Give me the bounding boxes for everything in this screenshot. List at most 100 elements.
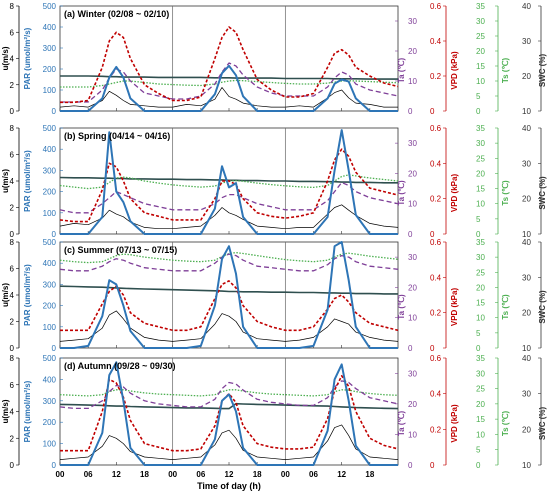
par-tick-label: 200 — [43, 418, 57, 427]
swc-tick-label: 40 — [522, 354, 531, 363]
series-vpd — [59, 148, 399, 223]
ts-tick-label: 30 — [476, 17, 485, 26]
ta-tick-label: 20 — [408, 283, 417, 292]
vpd-tick-label: 0.6 — [430, 354, 442, 363]
ta-tick-label: 10 — [408, 77, 417, 86]
vpd-tick-label: 0.2 — [430, 309, 442, 318]
swc-tick-label: 20 — [522, 425, 531, 434]
ts-axis-label: Ts (℃) — [501, 411, 510, 437]
swc-tick-label: 10 — [522, 230, 531, 239]
ta-tick-label: 30 — [408, 17, 417, 26]
u-tick-label: 2 — [10, 204, 15, 213]
par-tick-label: 300 — [43, 280, 57, 289]
u-tick-label: 2 — [10, 434, 15, 443]
ts-tick-label: 15 — [476, 62, 485, 71]
ts-tick-label: 35 — [476, 238, 485, 247]
swc-tick-label: 40 — [522, 124, 531, 133]
swc-tick-label: 20 — [522, 72, 531, 81]
ts-tick-label: 15 — [476, 415, 485, 424]
ts-tick-label: 25 — [476, 32, 485, 41]
ts-tick-label: 35 — [476, 124, 485, 133]
series-ta — [60, 62, 399, 103]
u-tick-label: 4 — [10, 291, 15, 300]
ta-tick-label: 30 — [408, 369, 417, 378]
ts-tick-label: 20 — [476, 47, 485, 56]
swc-tick-label: 10 — [522, 344, 531, 353]
ts-tick-label: 15 — [476, 185, 485, 194]
u-tick-label: 4 — [10, 177, 15, 186]
series-u — [59, 310, 399, 342]
vpd-tick-label: 0.4 — [430, 273, 442, 282]
ts-tick-label: 10 — [476, 430, 485, 439]
ts-tick-label: 0 — [476, 461, 481, 470]
ta-axis-label: Ta (℃) — [397, 411, 406, 437]
series-u — [59, 204, 399, 230]
vpd-tick-label: 0 — [430, 344, 435, 353]
swc-axis-label: SWC (%) — [538, 54, 547, 88]
u-tick-label: 2 — [10, 318, 15, 327]
ta-tick-label: 10 — [408, 314, 417, 323]
series-par — [60, 129, 398, 235]
ts-tick-label: 25 — [476, 154, 485, 163]
series-ts — [60, 79, 399, 88]
par-tick-label: 0 — [52, 344, 57, 353]
u-tick-label: 2 — [10, 81, 15, 90]
series-ta — [59, 253, 399, 272]
x-tick-label: 06 — [309, 470, 318, 479]
par-tick-label: 100 — [43, 440, 57, 449]
u-tick-label: 8 — [10, 354, 15, 363]
vpd-tick-label: 0.6 — [430, 124, 442, 133]
x-tick-label: 00 — [168, 470, 177, 479]
panel-title: (a) Winter (02/08 ~ 02/10) — [64, 9, 169, 19]
u-tick-label: 6 — [10, 151, 15, 160]
swc-tick-label: 30 — [522, 159, 531, 168]
u-tick-label: 8 — [10, 124, 15, 133]
vpd-tick-label: 0.6 — [430, 238, 442, 247]
series-ts — [59, 251, 399, 264]
par-axis-label: PAR (umol/m²/s) — [23, 380, 32, 442]
panel-title: (d) Autumn (09/28 ~ 09/30) — [64, 361, 175, 371]
swc-axis-label: SWC (%) — [538, 407, 547, 441]
par-axis-label: PAR (umol/m²/s) — [23, 27, 32, 89]
u-tick-label: 8 — [10, 2, 15, 11]
ta-tick-label: 20 — [408, 400, 417, 409]
par-tick-label: 400 — [43, 23, 57, 32]
ta-tick-label: 10 — [408, 200, 417, 209]
swc-tick-label: 10 — [522, 461, 531, 470]
ts-tick-label: 20 — [476, 400, 485, 409]
series-par — [60, 64, 398, 112]
ta-axis-label: Ta (℃) — [397, 180, 406, 206]
vpd-tick-label: 0.2 — [430, 195, 442, 204]
series-ts — [59, 174, 399, 190]
plot-frame — [59, 5, 399, 112]
vpd-tick-label: 0.2 — [430, 72, 442, 81]
series-swc — [59, 285, 398, 295]
x-tick-label: 06 — [196, 470, 205, 479]
u-tick-label: 4 — [10, 408, 15, 417]
panel-title: (b) Spring (04/14 ~ 04/16) — [64, 131, 170, 141]
x-tick-label: 18 — [253, 470, 262, 479]
x-tick-label: 06 — [84, 470, 93, 479]
ta-tick-label: 10 — [408, 430, 417, 439]
x-tick-label: 12 — [112, 470, 121, 479]
u-tick-label: 6 — [10, 28, 15, 37]
x-tick-label: 12 — [337, 470, 346, 479]
series-ta — [59, 380, 399, 410]
swc-tick-label: 40 — [522, 2, 531, 11]
par-tick-label: 200 — [43, 302, 57, 311]
u-axis-label: u(m/s) — [1, 169, 10, 193]
ta-axis-label: Ta (℃) — [397, 294, 406, 320]
ta-tick-label: 0 — [408, 107, 413, 116]
par-tick-label: 300 — [43, 166, 57, 175]
series-par — [60, 361, 398, 466]
series-vpd — [60, 374, 399, 452]
par-tick-label: 500 — [43, 238, 57, 247]
par-tick-label: 500 — [43, 124, 57, 133]
par-tick-label: 300 — [43, 397, 57, 406]
vpd-tick-label: 0.4 — [430, 159, 442, 168]
u-tick-label: 0 — [10, 107, 15, 116]
